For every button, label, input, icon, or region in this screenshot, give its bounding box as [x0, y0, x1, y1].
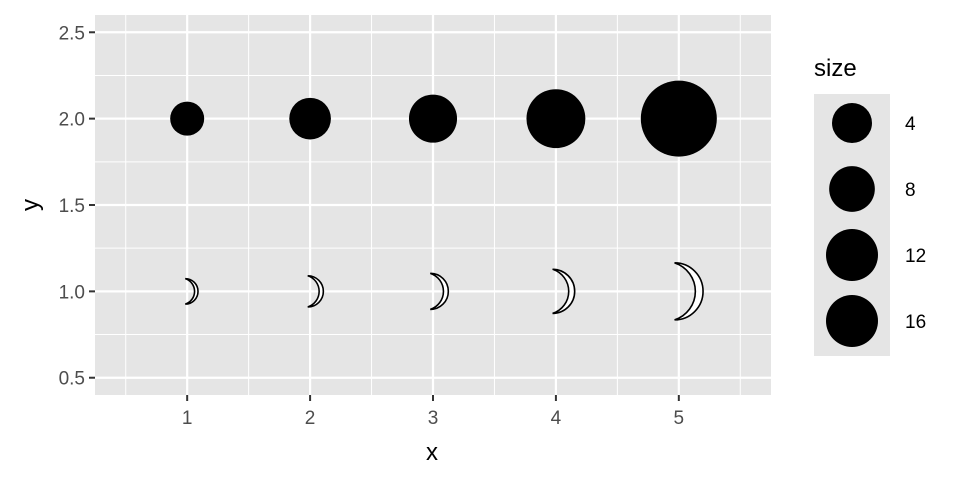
legend-key	[832, 103, 872, 143]
point-filled-circle	[640, 80, 717, 157]
point-crescent-moon	[307, 274, 325, 308]
x-tick-label: 4	[551, 408, 562, 429]
x-tick-label: 3	[428, 408, 439, 429]
point-crescent-moon	[552, 268, 576, 315]
x-axis-title: x	[426, 439, 438, 466]
legend-key	[826, 229, 878, 281]
legend-label: 8	[905, 180, 916, 201]
point-filled-circle	[526, 89, 586, 149]
legend-label: 16	[905, 312, 926, 333]
y-tick-label: 1.0	[59, 282, 85, 303]
legend: size 4 8 12 16	[814, 55, 926, 356]
point-crescent-moon	[430, 272, 450, 311]
point-crescent-moon	[184, 277, 199, 305]
x-tick-label: 2	[305, 408, 316, 429]
legend-label: 12	[905, 246, 926, 267]
y-tick-label: 0.5	[59, 369, 85, 390]
y-tick-label: 2.0	[59, 110, 85, 131]
y-tick-label: 1.5	[59, 196, 85, 217]
legend-title: size	[814, 55, 857, 82]
point-filled-circle	[170, 101, 205, 136]
y-axis-title: y	[17, 199, 44, 211]
legend-label: 4	[905, 114, 916, 135]
x-tick-label: 1	[182, 408, 193, 429]
legend-key	[829, 166, 875, 212]
point-crescent-moon	[674, 262, 704, 321]
point-filled-circle	[408, 94, 458, 143]
x-tick-label: 5	[674, 408, 685, 429]
point-filled-circle	[289, 97, 331, 140]
y-tick-label: 2.5	[59, 23, 85, 44]
axes: 1 2 3 4 5 0.5 1.0 1.5 2.0 2.5	[59, 23, 685, 429]
data-points	[170, 80, 717, 321]
legend-key	[826, 295, 878, 347]
